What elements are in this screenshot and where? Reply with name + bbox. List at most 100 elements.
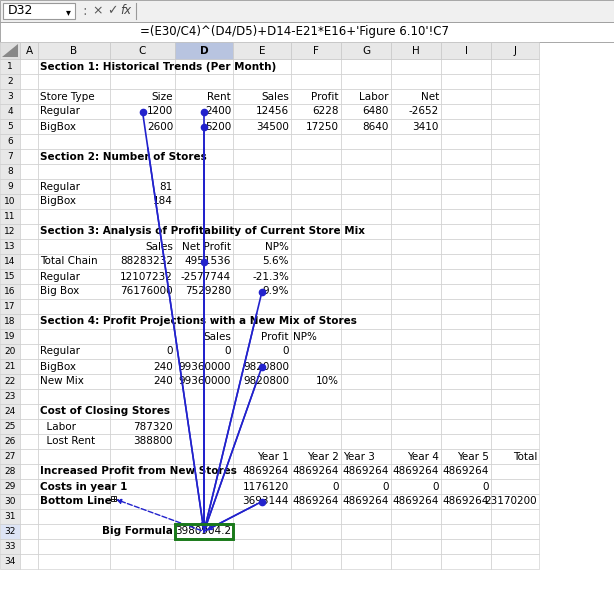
Bar <box>110 119 175 134</box>
Bar <box>20 314 38 329</box>
Bar <box>110 254 175 269</box>
Bar <box>441 119 491 134</box>
Bar <box>0 89 20 104</box>
Text: 4869264: 4869264 <box>392 497 439 507</box>
Bar <box>441 179 491 194</box>
Bar <box>291 554 341 569</box>
Bar <box>341 329 391 344</box>
Bar <box>0 104 20 119</box>
Bar <box>291 239 341 254</box>
Bar <box>233 179 291 194</box>
Bar <box>441 59 491 74</box>
Bar <box>391 239 441 254</box>
Text: Store Type: Store Type <box>40 91 95 101</box>
Bar <box>341 389 391 404</box>
Bar <box>441 404 491 419</box>
Bar <box>391 509 441 524</box>
Bar <box>341 539 391 554</box>
Bar <box>291 149 341 164</box>
Bar <box>491 329 539 344</box>
Text: 8: 8 <box>7 167 13 176</box>
Bar <box>175 224 233 239</box>
Bar <box>391 494 441 509</box>
Bar <box>175 329 233 344</box>
Bar <box>441 359 491 374</box>
Bar <box>20 74 38 89</box>
Text: 9: 9 <box>7 182 13 191</box>
Bar <box>20 554 38 569</box>
Bar <box>110 89 175 104</box>
Text: 31: 31 <box>4 512 16 521</box>
Text: 2400: 2400 <box>204 106 231 117</box>
Text: 4869264: 4869264 <box>243 467 289 476</box>
Text: 10%: 10% <box>316 376 339 386</box>
Bar <box>20 224 38 239</box>
Text: 34500: 34500 <box>256 122 289 131</box>
Text: 76176000: 76176000 <box>120 287 173 297</box>
Bar <box>391 254 441 269</box>
Text: B: B <box>71 45 77 55</box>
Bar <box>20 329 38 344</box>
Bar <box>291 359 341 374</box>
Bar <box>0 0 614 22</box>
Text: 7: 7 <box>7 152 13 161</box>
Bar <box>391 554 441 569</box>
Text: G: G <box>362 45 370 55</box>
Bar <box>341 194 391 209</box>
Text: fx: fx <box>120 4 131 18</box>
Bar <box>441 299 491 314</box>
Bar <box>391 194 441 209</box>
Text: 13: 13 <box>4 242 16 251</box>
Text: Year 1: Year 1 <box>257 451 289 462</box>
Bar <box>341 179 391 194</box>
Bar <box>38 464 110 479</box>
Bar <box>441 419 491 434</box>
Bar <box>441 479 491 494</box>
Bar <box>491 539 539 554</box>
Bar <box>175 89 233 104</box>
Bar <box>20 479 38 494</box>
Bar <box>175 494 233 509</box>
Bar <box>491 224 539 239</box>
Text: ▾: ▾ <box>66 7 71 17</box>
Bar <box>0 164 20 179</box>
Bar <box>38 344 110 359</box>
Bar <box>291 479 341 494</box>
Bar <box>491 104 539 119</box>
Bar <box>233 269 291 284</box>
Bar <box>175 539 233 554</box>
Bar <box>441 89 491 104</box>
Bar <box>20 239 38 254</box>
Text: 6480: 6480 <box>363 106 389 117</box>
Text: E: E <box>258 45 265 55</box>
Bar <box>0 194 20 209</box>
Bar <box>491 149 539 164</box>
Bar <box>0 239 20 254</box>
Bar <box>491 419 539 434</box>
Bar <box>441 509 491 524</box>
Bar <box>175 479 233 494</box>
Bar <box>175 344 233 359</box>
Bar <box>441 374 491 389</box>
Text: 2600: 2600 <box>147 122 173 131</box>
Bar <box>0 59 20 74</box>
Bar <box>233 314 291 329</box>
Bar <box>0 374 20 389</box>
Bar <box>391 89 441 104</box>
Bar <box>291 59 341 74</box>
Bar <box>341 42 391 59</box>
Text: 12456: 12456 <box>256 106 289 117</box>
Bar <box>20 299 38 314</box>
Text: I: I <box>465 45 467 55</box>
Bar <box>491 239 539 254</box>
Bar <box>291 329 341 344</box>
Bar <box>341 449 391 464</box>
Bar <box>291 404 341 419</box>
Bar <box>38 89 110 104</box>
Bar <box>291 89 341 104</box>
Bar <box>38 389 110 404</box>
Text: 12107232: 12107232 <box>120 271 173 281</box>
Bar <box>491 449 539 464</box>
Text: 29: 29 <box>4 482 16 491</box>
Bar <box>341 299 391 314</box>
